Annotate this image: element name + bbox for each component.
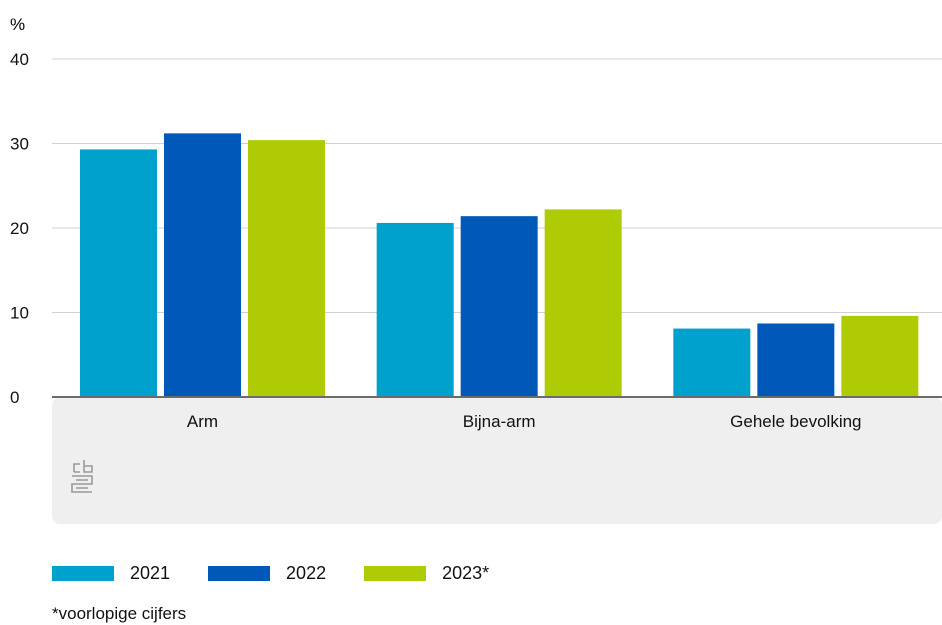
y-axis-ticks: 0 10 20 30 40 [10, 50, 29, 407]
bar [673, 328, 751, 397]
x-category-label: Bijna-arm [463, 412, 536, 431]
legend-item: 2022 [208, 563, 326, 584]
bar [248, 140, 325, 397]
bar [460, 216, 538, 397]
x-category-label: Gehele bevolking [730, 412, 861, 431]
legend-item: 2023* [364, 563, 489, 584]
bar [376, 222, 454, 397]
bar [164, 133, 241, 398]
bar [757, 323, 835, 397]
y-tick-label: 30 [10, 135, 29, 154]
bar [80, 149, 157, 397]
bar-chart: 0 10 20 30 40 % Arm Bijna-arm Gehele bevolking [10, 15, 942, 524]
legend-label: 2022 [286, 563, 327, 583]
y-tick-label: 0 [10, 388, 19, 407]
y-tick-label: 40 [10, 50, 29, 69]
legend-label: 2023* [442, 563, 490, 583]
legend-swatch [208, 566, 271, 581]
bars [80, 133, 919, 398]
x-axis-categories: Arm Bijna-arm Gehele bevolking [187, 412, 862, 431]
footnote: *voorlopige cijfers [52, 604, 187, 623]
x-axis-area [52, 397, 942, 524]
legend: 2021 2022 2023* [52, 563, 527, 584]
y-tick-label: 10 [10, 304, 29, 323]
y-axis-label: % [10, 15, 25, 34]
bar [841, 315, 919, 397]
legend-label: 2021 [130, 563, 171, 583]
y-tick-label: 20 [10, 219, 29, 238]
legend-item: 2021 [52, 563, 170, 584]
bar [544, 209, 622, 397]
cbs-logo-icon [71, 460, 93, 493]
x-category-label: Arm [187, 412, 218, 431]
legend-swatch [52, 566, 114, 581]
legend-swatch [364, 566, 427, 581]
